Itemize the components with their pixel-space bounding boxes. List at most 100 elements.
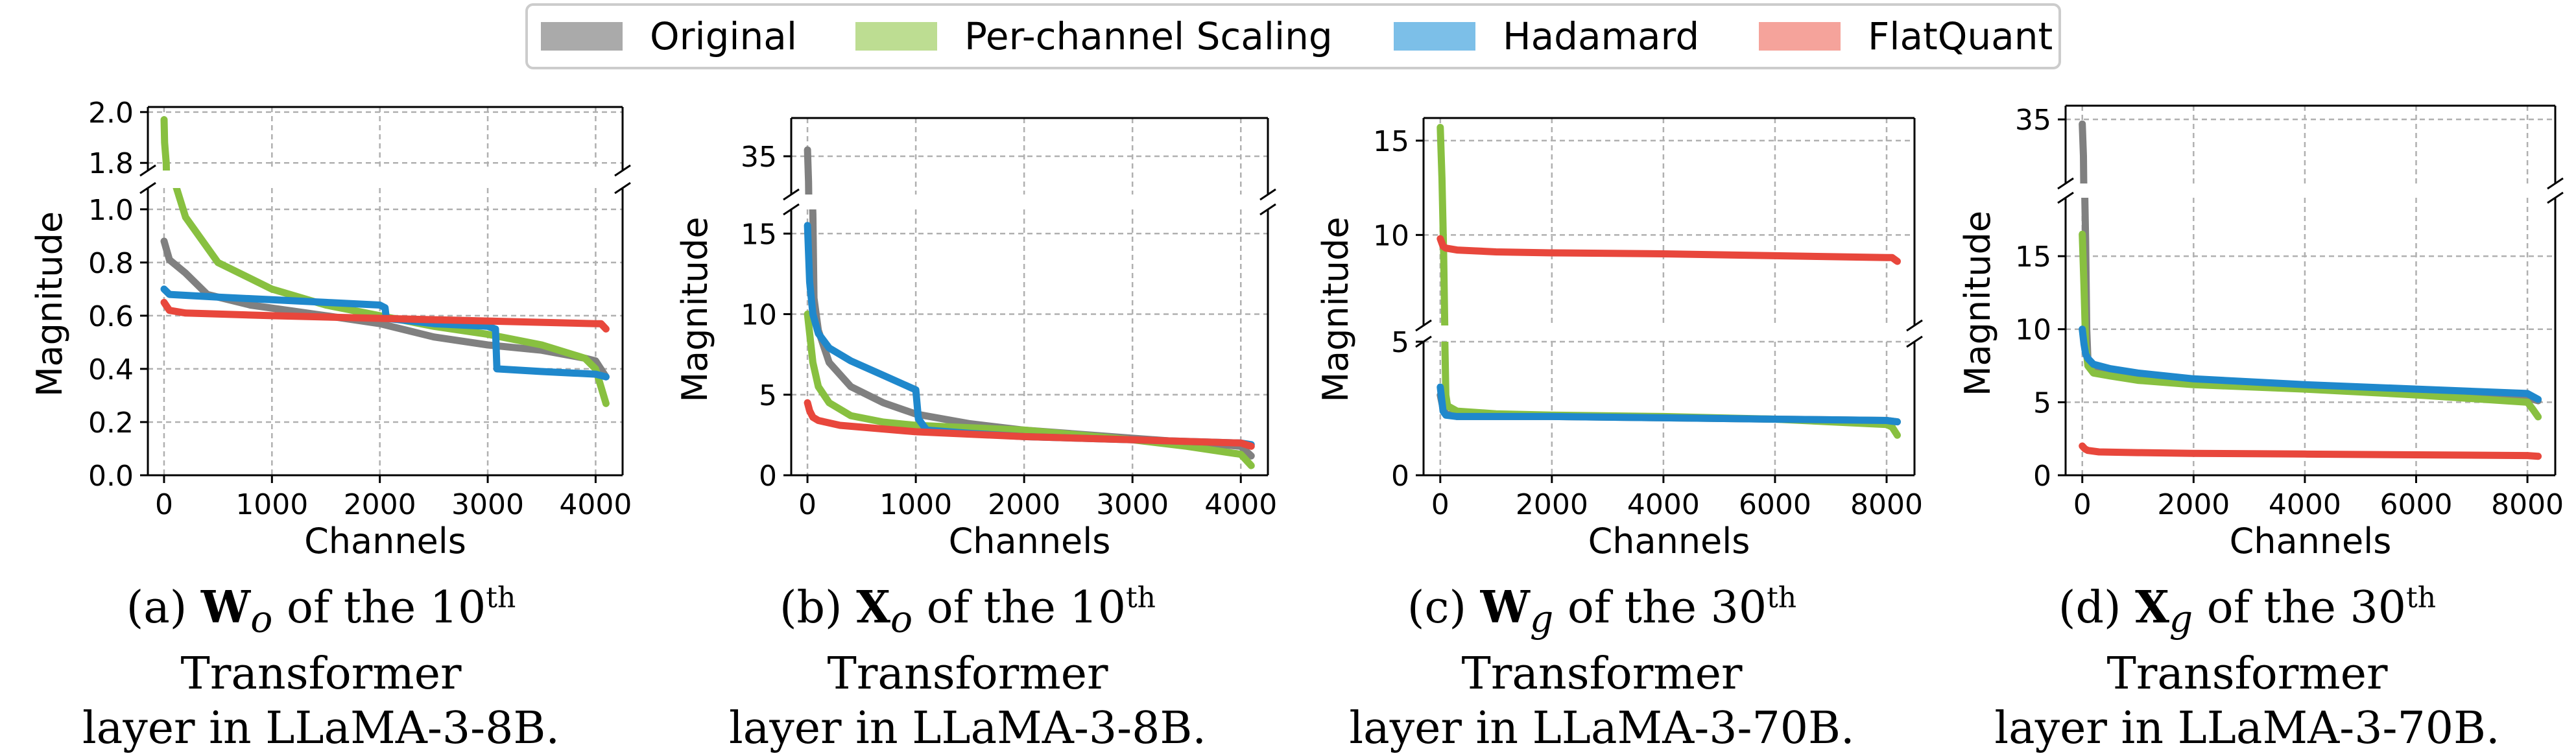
tick-label-y: 0.8 (88, 247, 134, 280)
chart-b: 35 0 5 10 15 0 1000 2000 3000 4000 Channels Magnitu… (674, 117, 1277, 561)
legend-swatch-hadamard (1394, 22, 1475, 51)
caption-b-line2: layer in LLaMA-3-8B. (729, 702, 1206, 754)
x-axis-label: Channels (949, 521, 1111, 561)
axis-break-mark (2057, 191, 2074, 204)
caption-d-label: (d) (2058, 582, 2121, 633)
legend-item-original: Original (541, 6, 797, 67)
chart-d: 35 0 5 10 15 0 2000 4000 6000 8000 Channels Magnitu… (1957, 104, 2564, 561)
tick-label-y: 0.0 (88, 460, 134, 493)
y-axis-label: Magnitude (1315, 217, 1356, 402)
series-line-original-upper (1440, 367, 1898, 386)
axis-break-mark (783, 203, 800, 216)
chart-c: 10 15 0 5 0 2000 4000 6000 8000 Channels Magnitude (1315, 117, 1923, 561)
caption-c: (c) Wg of the 30th Transformer layer in … (1291, 580, 1913, 756)
tick-label-y: 0.6 (88, 300, 134, 333)
tick-label-x: 4000 (2269, 488, 2341, 521)
x-axis-label: Channels (304, 521, 466, 561)
tick-label-x: 8000 (1850, 488, 1923, 521)
tick-label-y: 0 (2033, 460, 2051, 493)
series-line-flatquant-upper (1437, 235, 1901, 265)
tick-label-y: 35 (741, 141, 777, 174)
series-line-per-channel-scaling-lower (1441, 342, 1901, 439)
legend-item-flatquant: FlatQuant (1759, 6, 2053, 67)
axis-break-mark (2057, 177, 2074, 190)
axis-break-mark (2547, 177, 2564, 190)
tick-label-x: 4000 (559, 488, 632, 521)
series-line-flatquant-lower (1440, 213, 1898, 246)
series-line-flatquant-lower (2079, 442, 2542, 460)
legend-swatch-flatquant (1759, 22, 1841, 51)
caption-d-line2: layer in LLaMA-3-70B. (1994, 702, 2500, 754)
tick-label-x: 2000 (2157, 488, 2230, 521)
tick-label-y: 0 (759, 460, 777, 493)
x-axis-label: Channels (2230, 521, 2392, 561)
tick-label-y: 35 (2015, 104, 2051, 137)
caption-d-subscript: g (2169, 598, 2193, 641)
tick-label-x: 3000 (451, 488, 524, 521)
legend-label-flatquant: FlatQuant (1868, 14, 2053, 58)
axis-break-mark (614, 182, 631, 195)
legend-label-original: Original (650, 14, 797, 58)
tick-label-y: 0.4 (88, 353, 134, 386)
caption-b-label: (b) (780, 582, 842, 633)
legend-item-per-channel-scaling: Per-channel Scaling (855, 6, 1333, 67)
series-line-per-channel-scaling-lower (173, 188, 610, 407)
axis-break-mark (2547, 191, 2564, 204)
caption-b-subscript: o (890, 598, 913, 641)
caption-c-symbol: W (1480, 582, 1530, 633)
legend-swatch-per-channel-scaling (855, 22, 937, 51)
caption-c-label: (c) (1407, 582, 1466, 633)
series-line-hadamard-lower (1437, 383, 1901, 426)
tick-label-x: 8000 (2491, 488, 2564, 521)
caption-a-subscript: o (250, 598, 273, 641)
tick-label-x: 0 (2073, 488, 2092, 521)
caption-c-subscript: g (1530, 598, 1554, 641)
caption-d-text: of the 30 (2193, 582, 2407, 633)
caption-b-sup: th (1125, 581, 1156, 615)
axis-break-mark (783, 188, 800, 201)
series-line-flatquant-upper (164, 455, 606, 480)
tick-label-y: 2.0 (88, 97, 134, 130)
tick-label-y: 10 (2015, 314, 2051, 347)
caption-c-sup: th (1767, 581, 1797, 615)
axis-break-mark (614, 164, 631, 177)
caption-c-line2: layer in LLaMA-3-70B. (1349, 702, 1855, 754)
tick-label-y: 5 (1391, 326, 1409, 359)
series-line-hadamard-upper (1440, 361, 1898, 386)
caption-a: (a) Wo of the 10th Transformer layer in … (10, 580, 632, 756)
series-line-hadamard-lower (804, 222, 1255, 449)
series-line-original-upper (2079, 120, 2088, 183)
axis-break-mark (1906, 335, 1923, 348)
y-axis-label: Magnitude (1957, 211, 1998, 396)
caption-a-label: (a) (126, 582, 187, 633)
series-line-flatquant-lower (160, 298, 610, 333)
charts-canvas: 1.82.00.00.20.40.60.81.00 1000 2000 3000 400… (29, 97, 2564, 561)
caption-b-symbol: X (856, 582, 890, 633)
tick-label-y: 5 (759, 379, 777, 412)
tick-label-x: 4000 (1204, 488, 1277, 521)
tick-label-x: 6000 (2380, 488, 2453, 521)
tick-label-x: 6000 (1739, 488, 1811, 521)
axis-break-mark (139, 164, 156, 177)
series-line-hadamard-lower (2079, 325, 2542, 403)
y-axis-label: Magnitude (674, 217, 715, 402)
y-axis-label: Magnitude (29, 211, 70, 397)
tick-label-x: 2000 (344, 488, 416, 521)
tick-label-x: 1000 (235, 488, 308, 521)
tick-label-x: 2000 (1516, 488, 1588, 521)
tick-label-y: 0.2 (88, 407, 134, 440)
series-line-per-channel-scaling-upper (160, 116, 171, 171)
caption-d-symbol: X (2135, 582, 2169, 633)
axis-break-mark (139, 182, 156, 195)
caption-a-sup: th (486, 581, 516, 615)
caption-a-symbol: W (200, 582, 251, 633)
caption-d-sup: th (2406, 581, 2437, 615)
tick-label-y: 10 (741, 299, 777, 332)
caption-b-text2: Transformer (827, 648, 1108, 700)
tick-label-y: 0 (1391, 460, 1409, 493)
axis-break-mark (1259, 203, 1276, 216)
tick-label-y: 1.0 (88, 194, 134, 227)
tick-label-y: 15 (741, 218, 777, 251)
legend-label-hadamard: Hadamard (1503, 14, 1700, 58)
caption-b: (b) Xo of the 10th Transformer layer in … (656, 580, 1279, 756)
